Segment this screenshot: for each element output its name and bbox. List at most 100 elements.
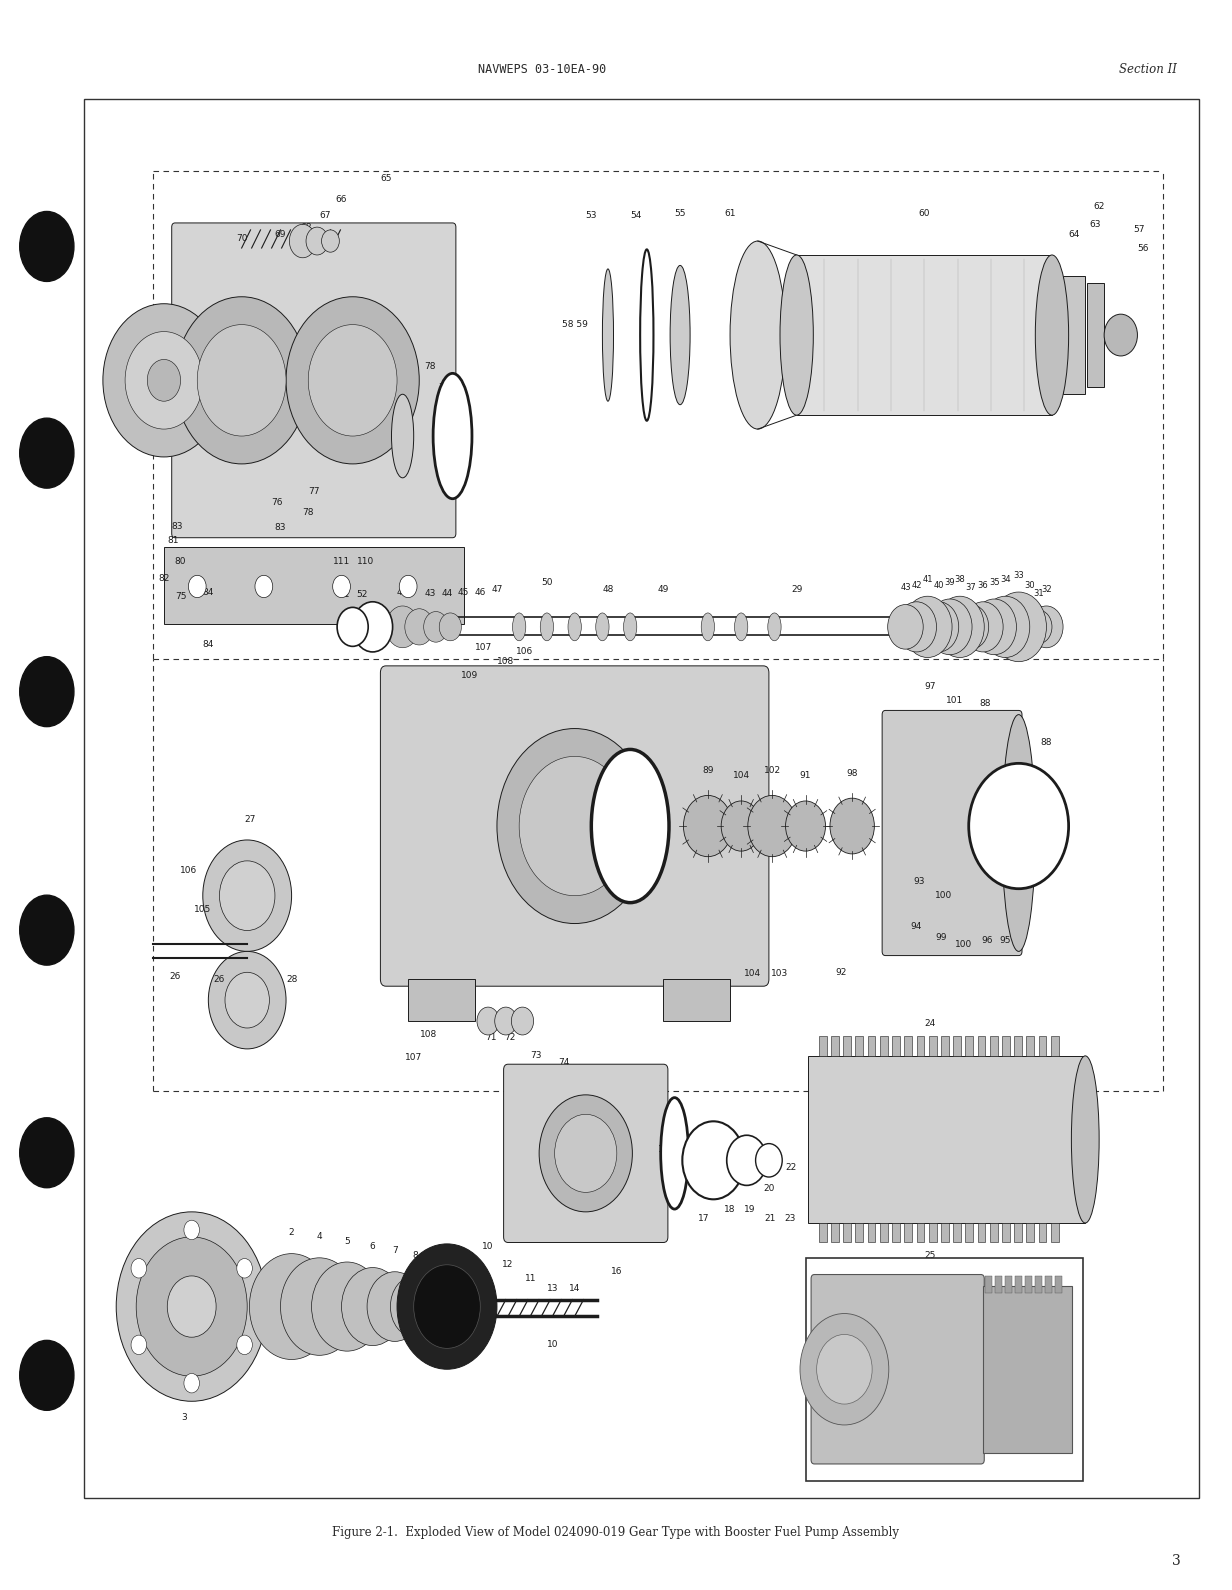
- Bar: [917, 1223, 924, 1242]
- Text: 104: 104: [744, 970, 761, 978]
- Text: 17: 17: [697, 1215, 710, 1223]
- Text: 21: 21: [764, 1215, 776, 1223]
- Bar: [1039, 1037, 1046, 1056]
- Text: 48: 48: [602, 585, 614, 593]
- Ellipse shape: [701, 612, 715, 641]
- Circle shape: [903, 596, 952, 658]
- Text: 26: 26: [169, 971, 181, 981]
- Bar: [797, 254, 1052, 415]
- Text: 71: 71: [485, 1034, 498, 1043]
- Circle shape: [755, 1143, 782, 1177]
- Text: 52: 52: [356, 590, 367, 599]
- Ellipse shape: [596, 612, 609, 641]
- Circle shape: [786, 801, 825, 851]
- Text: 96: 96: [982, 937, 993, 944]
- Bar: [1051, 1037, 1058, 1056]
- Bar: [880, 1037, 888, 1056]
- Text: 22: 22: [786, 1162, 797, 1172]
- Bar: [819, 1223, 827, 1242]
- Text: 95: 95: [999, 937, 1011, 944]
- Text: 44: 44: [441, 588, 452, 598]
- Circle shape: [20, 211, 74, 281]
- Circle shape: [1104, 315, 1137, 356]
- Text: 72: 72: [505, 1034, 516, 1043]
- Circle shape: [991, 591, 1046, 661]
- Ellipse shape: [591, 749, 669, 903]
- Circle shape: [333, 576, 350, 598]
- Text: Section II: Section II: [1119, 64, 1177, 76]
- Text: 67: 67: [319, 211, 330, 221]
- Text: 34: 34: [1000, 576, 1010, 584]
- Text: 66: 66: [336, 194, 347, 204]
- Circle shape: [972, 599, 1016, 655]
- Bar: [941, 1037, 949, 1056]
- Circle shape: [727, 1135, 766, 1186]
- Ellipse shape: [623, 612, 637, 641]
- Ellipse shape: [392, 394, 414, 479]
- Text: 107: 107: [476, 644, 493, 652]
- Bar: [1088, 283, 1104, 388]
- Text: 10: 10: [482, 1242, 494, 1251]
- Bar: [995, 1275, 1002, 1293]
- Ellipse shape: [1002, 714, 1035, 951]
- Circle shape: [954, 604, 989, 649]
- Circle shape: [897, 601, 936, 652]
- Text: 30: 30: [1025, 580, 1035, 590]
- Bar: [1005, 1275, 1011, 1293]
- Text: 106: 106: [516, 647, 533, 657]
- Text: 43: 43: [425, 588, 436, 598]
- Ellipse shape: [768, 612, 781, 641]
- Text: 3: 3: [1172, 1555, 1180, 1568]
- Text: 12: 12: [503, 1261, 514, 1269]
- Circle shape: [935, 596, 984, 658]
- Text: 75: 75: [175, 591, 186, 601]
- Text: 23: 23: [785, 1215, 796, 1223]
- Circle shape: [405, 609, 434, 646]
- Bar: [929, 1037, 936, 1056]
- Circle shape: [290, 224, 317, 258]
- Text: 74: 74: [558, 1059, 569, 1067]
- Circle shape: [963, 601, 1003, 652]
- Ellipse shape: [734, 612, 748, 641]
- Circle shape: [20, 657, 74, 727]
- Circle shape: [306, 227, 328, 254]
- Text: 97: 97: [924, 682, 935, 692]
- Circle shape: [919, 601, 958, 652]
- Circle shape: [184, 1220, 200, 1240]
- Text: 100: 100: [955, 940, 972, 949]
- Text: 81: 81: [168, 536, 179, 545]
- Bar: [954, 1223, 961, 1242]
- Text: 6: 6: [370, 1242, 376, 1251]
- Text: 80: 80: [175, 556, 186, 566]
- Circle shape: [748, 795, 797, 857]
- Bar: [1056, 1275, 1062, 1293]
- Text: 57: 57: [1132, 226, 1145, 234]
- Circle shape: [341, 1267, 404, 1345]
- Text: 100: 100: [935, 890, 952, 900]
- Text: 7: 7: [392, 1247, 398, 1256]
- Text: 25: 25: [924, 1250, 935, 1259]
- Bar: [1035, 1275, 1042, 1293]
- Text: 28: 28: [286, 975, 297, 984]
- Circle shape: [397, 1243, 496, 1369]
- Text: 1: 1: [941, 1227, 947, 1237]
- Text: 79: 79: [382, 375, 394, 385]
- Bar: [1039, 1223, 1046, 1242]
- Text: 63: 63: [1089, 219, 1101, 229]
- Text: 14: 14: [569, 1285, 580, 1293]
- Text: 101: 101: [946, 696, 963, 706]
- Text: 36: 36: [978, 580, 988, 590]
- Bar: [1015, 1275, 1023, 1293]
- Text: 89: 89: [702, 766, 713, 774]
- Text: 44: 44: [397, 588, 408, 596]
- Text: 84: 84: [202, 588, 214, 596]
- Ellipse shape: [731, 242, 786, 429]
- Bar: [1014, 1223, 1023, 1242]
- Text: 110: 110: [357, 556, 375, 566]
- Bar: [855, 1223, 864, 1242]
- Circle shape: [519, 757, 630, 895]
- Bar: [1045, 1275, 1052, 1293]
- Bar: [819, 1037, 827, 1056]
- Circle shape: [237, 1259, 253, 1278]
- Circle shape: [197, 324, 286, 436]
